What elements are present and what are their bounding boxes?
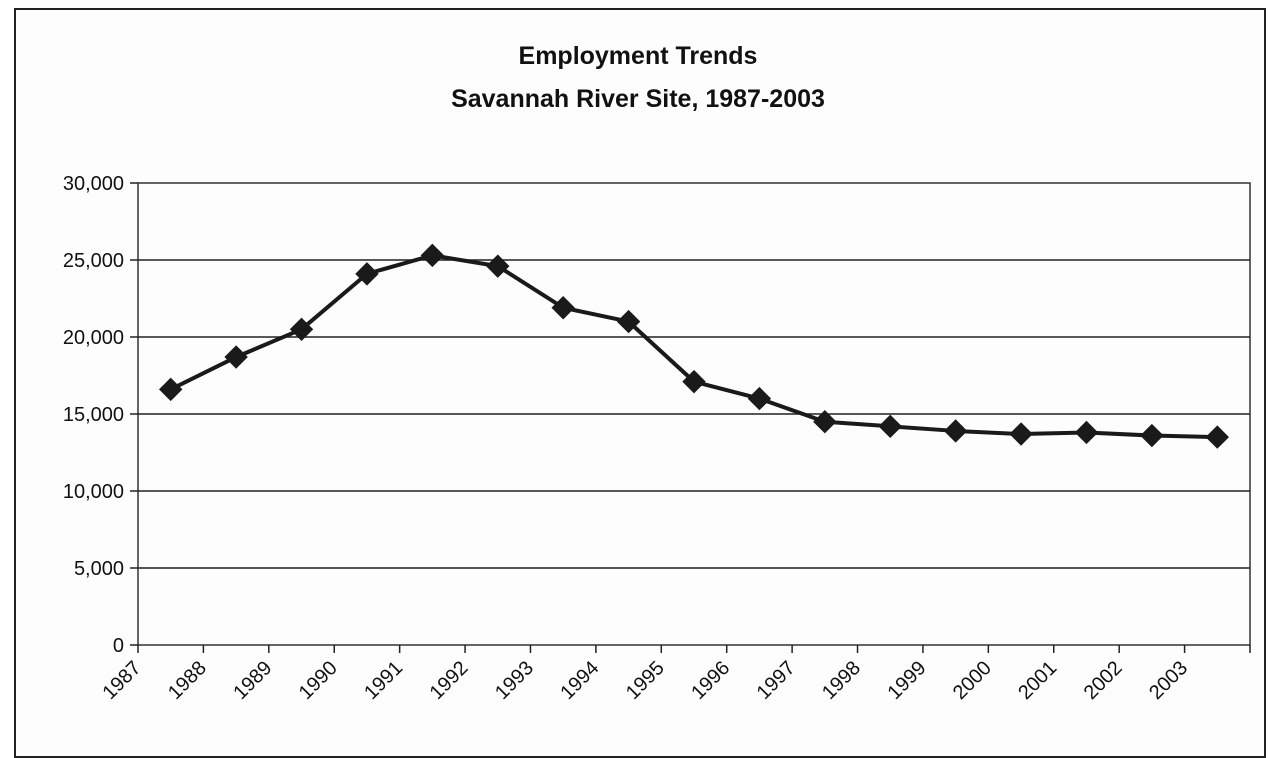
x-tick-label: 2002 <box>1080 657 1127 704</box>
data-point <box>1074 420 1099 445</box>
y-tick-label: 20,000 <box>63 327 124 349</box>
chart-frame <box>14 8 1266 758</box>
x-tick-label: 1989 <box>229 657 276 704</box>
data-point <box>1205 425 1230 449</box>
y-tick-label: 25,000 <box>63 250 124 272</box>
data-point <box>486 254 510 278</box>
x-tick-label: 1990 <box>295 657 342 704</box>
data-point <box>551 296 575 320</box>
y-tick-label: 10,000 <box>63 481 124 503</box>
data-point <box>813 409 837 434</box>
data-point <box>224 345 248 369</box>
x-tick-label: 1998 <box>818 657 865 704</box>
x-tick-label: 2003 <box>1145 657 1192 704</box>
x-tick-label: 1987 <box>99 657 146 704</box>
x-tick-label: 1999 <box>883 657 930 704</box>
x-tick-label: 1997 <box>753 657 800 704</box>
x-tick-label: 1996 <box>687 657 734 704</box>
y-tick-label: 0 <box>113 635 124 657</box>
data-point <box>943 419 968 443</box>
x-tick-label: 2001 <box>1014 657 1061 704</box>
data-point <box>1140 423 1164 448</box>
x-tick-label: 1993 <box>491 657 538 704</box>
data-point <box>355 262 379 286</box>
y-tick-label: 5,000 <box>74 558 124 580</box>
data-point <box>289 317 314 342</box>
x-tick-label: 1988 <box>164 657 211 704</box>
data-point <box>420 243 445 268</box>
x-tick-label: 1991 <box>360 657 407 704</box>
data-point <box>1009 422 1033 446</box>
data-point <box>747 386 772 411</box>
data-point <box>158 377 183 402</box>
x-tick-label: 2000 <box>949 657 996 704</box>
y-tick-label: 30,000 <box>63 173 124 195</box>
data-point <box>878 414 902 439</box>
x-tick-label: 1994 <box>556 657 603 704</box>
data-point <box>616 309 641 334</box>
x-tick-label: 1992 <box>426 657 473 704</box>
series-line <box>169 253 1218 440</box>
chart-subtitle: Savannah River Site, 1987-2003 <box>451 85 825 113</box>
x-tick-label: 1995 <box>622 657 669 704</box>
chart-title: Employment Trends <box>518 42 758 70</box>
data-point <box>682 369 706 394</box>
y-tick-label: 15,000 <box>63 404 124 426</box>
